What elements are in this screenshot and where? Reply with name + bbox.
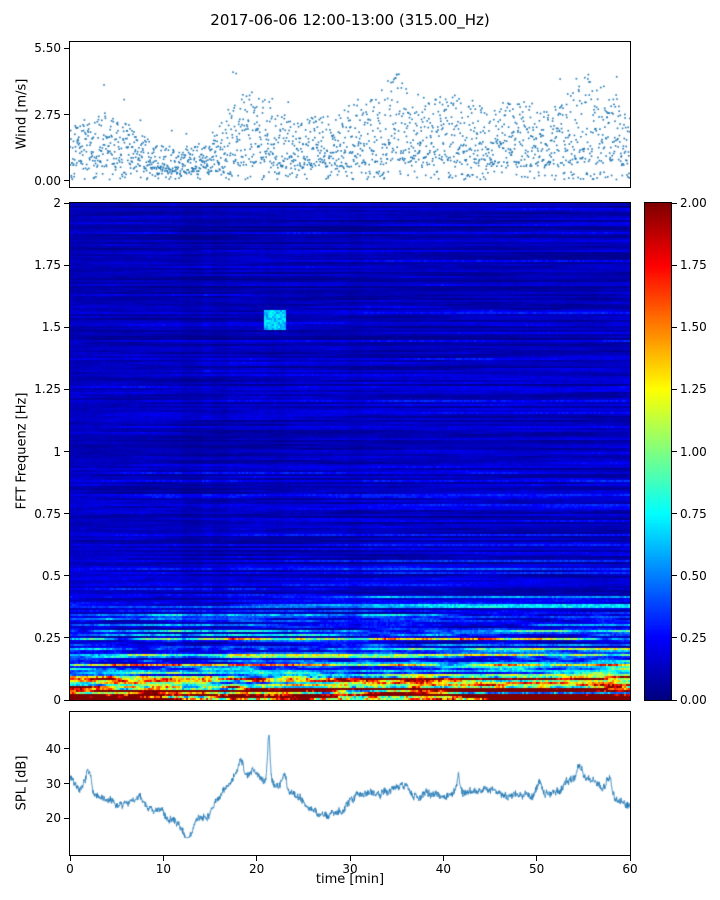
spec-y-tick-label: 1.25 xyxy=(34,382,61,397)
colorbar-tick xyxy=(672,202,677,204)
colorbar-tick xyxy=(672,575,677,577)
wind-y-tick xyxy=(64,180,69,182)
spec-y-tick-label: 0.5 xyxy=(41,568,61,583)
x-tick-label: 30 xyxy=(342,862,358,876)
colorbar-tick xyxy=(672,699,677,701)
spl-ylabel: SPL [dB] xyxy=(14,755,30,811)
x-tick xyxy=(69,856,71,861)
spec-y-tick xyxy=(64,264,69,266)
spec-y-tick xyxy=(64,513,69,515)
spectrogram-plot xyxy=(69,202,631,701)
spl-y-tick-label: 30 xyxy=(45,776,61,791)
wind-y-tick xyxy=(64,114,69,115)
spec-y-tick xyxy=(64,575,69,577)
colorbar-tick-label: 0.75 xyxy=(680,506,707,521)
colorbar-tick xyxy=(672,326,677,328)
colorbar xyxy=(644,202,672,701)
colorbar-tick-label: 0.25 xyxy=(680,630,707,645)
spec-y-tick-label: 2 xyxy=(53,196,61,210)
colorbar-tick-label: 1.00 xyxy=(680,444,707,459)
x-tick xyxy=(349,856,351,861)
spl-y-tick xyxy=(64,817,69,819)
wind-ylabel: Wind [m/s] xyxy=(14,78,30,150)
spec-y-tick-label: 1 xyxy=(53,444,61,459)
colorbar-tick xyxy=(672,388,677,390)
x-tick xyxy=(256,856,258,861)
colorbar-tick xyxy=(672,264,677,266)
spl-y-tick-label: 40 xyxy=(45,741,61,756)
spec-y-tick xyxy=(64,451,69,452)
spec-y-tick xyxy=(64,388,69,390)
spectrogram-ylabel: FFT Frequenz [Hz] xyxy=(14,392,30,510)
colorbar-tick-label: 0.00 xyxy=(680,693,707,707)
colorbar-tick-label: 1.75 xyxy=(680,258,707,273)
wind-scatter-plot xyxy=(69,41,631,188)
wind-y-tick-label: 2.75 xyxy=(34,107,61,122)
spl-y-tick xyxy=(64,748,69,750)
x-tick xyxy=(162,856,164,861)
wind-y-tick xyxy=(64,47,69,49)
x-tick-label: 60 xyxy=(622,862,638,876)
spec-y-tick-label: 1.75 xyxy=(34,258,61,273)
spec-y-tick xyxy=(64,326,69,328)
spl-y-tick xyxy=(64,783,69,784)
spec-y-tick-label: 1.5 xyxy=(41,320,61,335)
spl-plot xyxy=(69,711,631,856)
spec-y-tick xyxy=(64,637,69,639)
colorbar-tick xyxy=(672,637,677,639)
colorbar-tick-label: 1.25 xyxy=(680,382,707,397)
x-tick-label: 40 xyxy=(435,862,451,876)
wind-y-tick-label: 0.00 xyxy=(34,173,61,188)
spec-y-tick-label: 0.25 xyxy=(34,630,61,645)
colorbar-tick xyxy=(672,451,677,452)
x-tick-label: 0 xyxy=(66,862,74,876)
spec-y-tick xyxy=(64,699,69,701)
spl-y-tick-label: 20 xyxy=(45,811,61,826)
x-tick xyxy=(442,856,444,861)
x-tick-label: 50 xyxy=(529,862,545,876)
colorbar-tick-label: 0.50 xyxy=(680,568,707,583)
x-tick xyxy=(536,856,538,861)
spec-y-tick-label: 0.75 xyxy=(34,506,61,521)
spec-y-tick-label: 0 xyxy=(53,693,61,707)
colorbar-tick-label: 1.50 xyxy=(680,320,707,335)
colorbar-tick-label: 2.00 xyxy=(680,196,707,210)
x-tick-label: 20 xyxy=(249,862,265,876)
x-tick xyxy=(629,856,631,861)
x-tick-label: 10 xyxy=(155,862,171,876)
wind-y-tick-label: 5.50 xyxy=(34,41,61,56)
spec-y-tick xyxy=(64,202,69,204)
figure-title: 2017-06-06 12:00-13:00 (315.00_Hz) xyxy=(210,11,490,29)
colorbar-tick xyxy=(672,513,677,515)
x-axis-label: time [min] xyxy=(315,872,385,887)
